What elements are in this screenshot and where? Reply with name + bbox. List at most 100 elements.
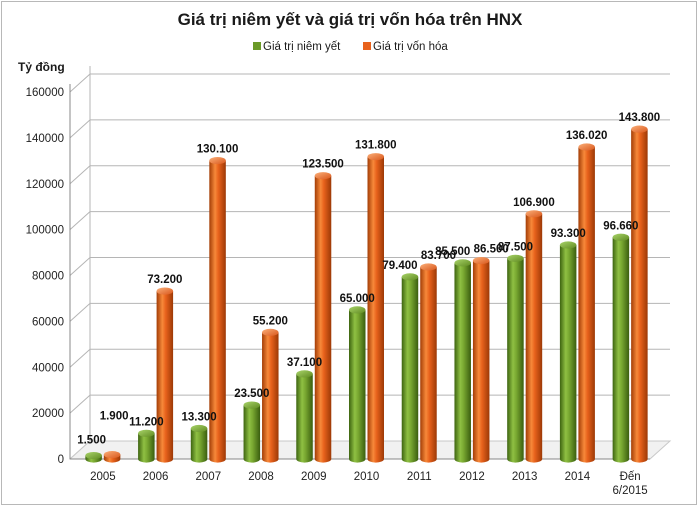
- bar-niem-yet: [138, 429, 155, 463]
- y-tick-label: 140000: [26, 133, 64, 145]
- bar-von-hoa: [578, 143, 595, 463]
- legend-swatch-niem-yet: [253, 42, 261, 50]
- x-tick-label-line: 2011: [407, 471, 432, 483]
- data-label-von-hoa: 123.500: [302, 159, 344, 171]
- bar-von-hoa-top: [472, 256, 490, 265]
- x-tick-labels: 2005 2006 2007 2008 2009 2010 2011 2012 2013 2014…: [90, 471, 648, 497]
- bar-von-hoa-body: [631, 129, 648, 463]
- x-tick-label-line: 2009: [301, 471, 327, 483]
- y-tick-label: 0: [58, 454, 64, 466]
- data-label-niem-yet: 13.300: [181, 411, 216, 423]
- bar-niem-yet-body: [454, 262, 471, 463]
- legend-label-von-hoa: Giá trị vốn hóa: [373, 41, 448, 53]
- bar-von-hoa-top: [262, 328, 279, 336]
- bar-niem-yet-top: [296, 370, 313, 378]
- x-tick-label-line: Đến: [620, 471, 641, 483]
- y-axis-title: Tỷ đồng: [18, 60, 65, 74]
- bar-von-hoa-top: [314, 172, 332, 180]
- x-tick-label: 2011: [407, 471, 432, 483]
- bar-von-hoa-body: [314, 175, 332, 463]
- x-tick-label: 2007: [196, 471, 222, 483]
- data-label-von-hoa: 86.500: [474, 244, 509, 256]
- data-labels: 1.500 1.900 11.200 73.200 13.300 130.100 23.50…: [77, 112, 660, 446]
- bar-von-hoa-body: [420, 267, 437, 463]
- data-label-von-hoa: 131.800: [355, 140, 397, 152]
- bar-von-hoa-body: [367, 156, 384, 463]
- bar-von-hoa-body: [472, 260, 490, 463]
- y-tick-label: 160000: [26, 87, 64, 99]
- y-tick-label: 40000: [32, 362, 64, 374]
- bar-niem-yet: [401, 273, 419, 463]
- legend: Giá trị niêm yết Giá trị vốn hóa: [253, 41, 448, 53]
- data-label-von-hoa: 1.900: [100, 411, 129, 423]
- bar-von-hoa: [262, 328, 279, 463]
- bar-niem-yet-top: [612, 233, 630, 241]
- bar-niem-yet: [349, 306, 366, 463]
- legend-swatch-von-hoa: [363, 42, 371, 50]
- bar-niem-yet-body: [401, 276, 419, 463]
- x-tick-label-line: 2008: [248, 471, 274, 483]
- data-label-niem-yet: 87.500: [498, 241, 533, 253]
- x-tick-label-line: 2013: [512, 471, 538, 483]
- data-label-niem-yet: 65.000: [340, 293, 375, 305]
- bar-niem-yet-top: [507, 254, 524, 262]
- y-tick-label: 20000: [32, 408, 64, 420]
- y-tick-label: 120000: [26, 179, 64, 191]
- bar-niem-yet: [507, 254, 524, 463]
- bar-niem-yet-top: [190, 424, 208, 433]
- x-tick-label: Đến 6/2015: [613, 471, 648, 497]
- bar-niem-yet-body: [138, 433, 155, 463]
- bar-niem-yet: [559, 241, 577, 463]
- x-tick-label: 2009: [301, 471, 327, 483]
- data-label-niem-yet: 85.500: [435, 246, 470, 258]
- bar-von-hoa-top: [631, 125, 648, 133]
- bar-von-hoa-top: [156, 287, 174, 295]
- bar-niem-yet-body: [296, 373, 313, 463]
- data-label-niem-yet: 96.660: [603, 220, 638, 232]
- bar-von-hoa: [209, 156, 226, 463]
- bar-niem-yet: [243, 401, 261, 463]
- bar-von-hoa: [420, 263, 437, 463]
- bar-von-hoa: [631, 125, 648, 463]
- data-label-niem-yet: 11.200: [129, 416, 164, 428]
- x-tick-label: 2006: [143, 471, 169, 483]
- x-tick-label-line: 6/2015: [613, 485, 648, 497]
- bar-niem-yet: [85, 451, 102, 463]
- bar-von-hoa: [525, 210, 543, 463]
- legend-label-niem-yet: Giá trị niêm yết: [263, 41, 341, 53]
- bar-niem-yet-body: [243, 405, 261, 463]
- data-label-von-hoa: 143.800: [619, 112, 661, 124]
- x-tick-label: 2010: [354, 471, 380, 483]
- x-tick-label-line: 2005: [90, 471, 116, 483]
- bar-niem-yet-top: [349, 306, 366, 314]
- bar-niem-yet-top: [85, 451, 102, 460]
- data-label-von-hoa: 55.200: [253, 315, 288, 327]
- bar-von-hoa: [314, 172, 332, 463]
- x-tick-label: 2013: [512, 471, 538, 483]
- x-tick-label-line: 2012: [459, 471, 485, 483]
- data-label-von-hoa: 136.020: [566, 130, 608, 142]
- data-label-niem-yet: 23.500: [234, 388, 269, 400]
- data-label-von-hoa: 106.900: [513, 197, 555, 209]
- bar-niem-yet-body: [559, 244, 577, 463]
- y-tick-label: 60000: [32, 316, 64, 328]
- x-tick-label: 2012: [459, 471, 485, 483]
- y-tick-labels: 0 20000 40000 60000 80000 100000 120000 140000 1…: [26, 87, 64, 466]
- y-tick-label: 100000: [26, 225, 64, 237]
- x-tick-label-line: 2010: [354, 471, 380, 483]
- bar-niem-yet-top: [559, 241, 577, 249]
- bar-niem-yet-top: [454, 259, 471, 267]
- x-tick-label: 2008: [248, 471, 274, 483]
- bar-niem-yet: [190, 424, 208, 463]
- data-label-niem-yet: 79.400: [382, 260, 417, 272]
- bar-niem-yet-body: [190, 428, 208, 463]
- x-tick-label: 2014: [565, 471, 591, 483]
- bar-von-hoa-top: [578, 143, 595, 151]
- bar-niem-yet: [296, 370, 313, 463]
- data-label-niem-yet: 37.100: [287, 357, 322, 369]
- x-tick-label-line: 2007: [196, 471, 222, 483]
- y-tick-label: 80000: [32, 271, 64, 283]
- bar-von-hoa-body: [209, 160, 226, 463]
